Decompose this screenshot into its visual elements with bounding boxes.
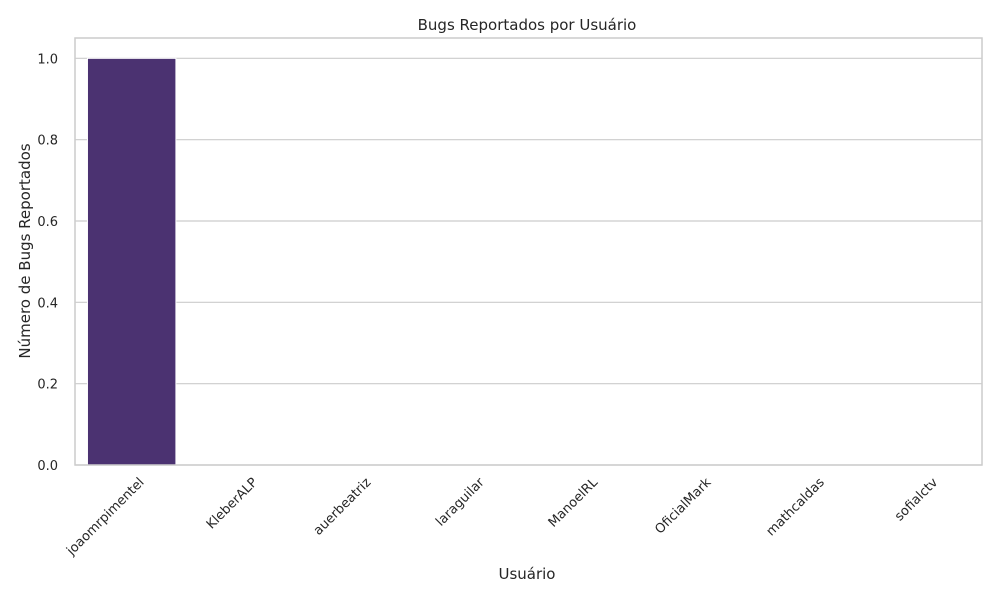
x-tick-label: joaomrpimentel [63,475,147,559]
y-tick-label: 0.8 [37,134,58,149]
y-tick-label: 1.0 [37,52,58,67]
x-tick-label: laraguilar [433,475,488,530]
y-tick-label: 0.0 [37,459,58,474]
chart-title: Bugs Reportados por Usuário [418,16,637,34]
x-axis-label: Usuário [498,565,555,583]
bars [86,57,177,466]
x-tick-label: auerbeatriz [311,475,375,539]
x-tick-label: ManoelRL [546,475,602,531]
y-ticks: 0.0 0.2 0.4 0.6 0.8 1.0 [37,52,58,474]
x-tick-label: mathcaldas [764,475,828,539]
bar-joaomrpimentel [86,57,177,466]
y-grid [75,57,982,466]
plot-frame [74,37,983,466]
x-ticks: joaomrpimentel KleberALP auerbeatriz laragu… [63,475,941,560]
y-tick-label: 0.6 [37,215,58,230]
y-tick-label: 0.4 [37,296,58,311]
x-tick-label: OficialMark [652,475,714,537]
x-tick-label: KleberALP [204,475,261,532]
x-tick-label: sofialctv [892,475,941,524]
y-tick-label: 0.2 [37,378,58,393]
y-axis-label: Número de Bugs Reportados [16,143,34,358]
